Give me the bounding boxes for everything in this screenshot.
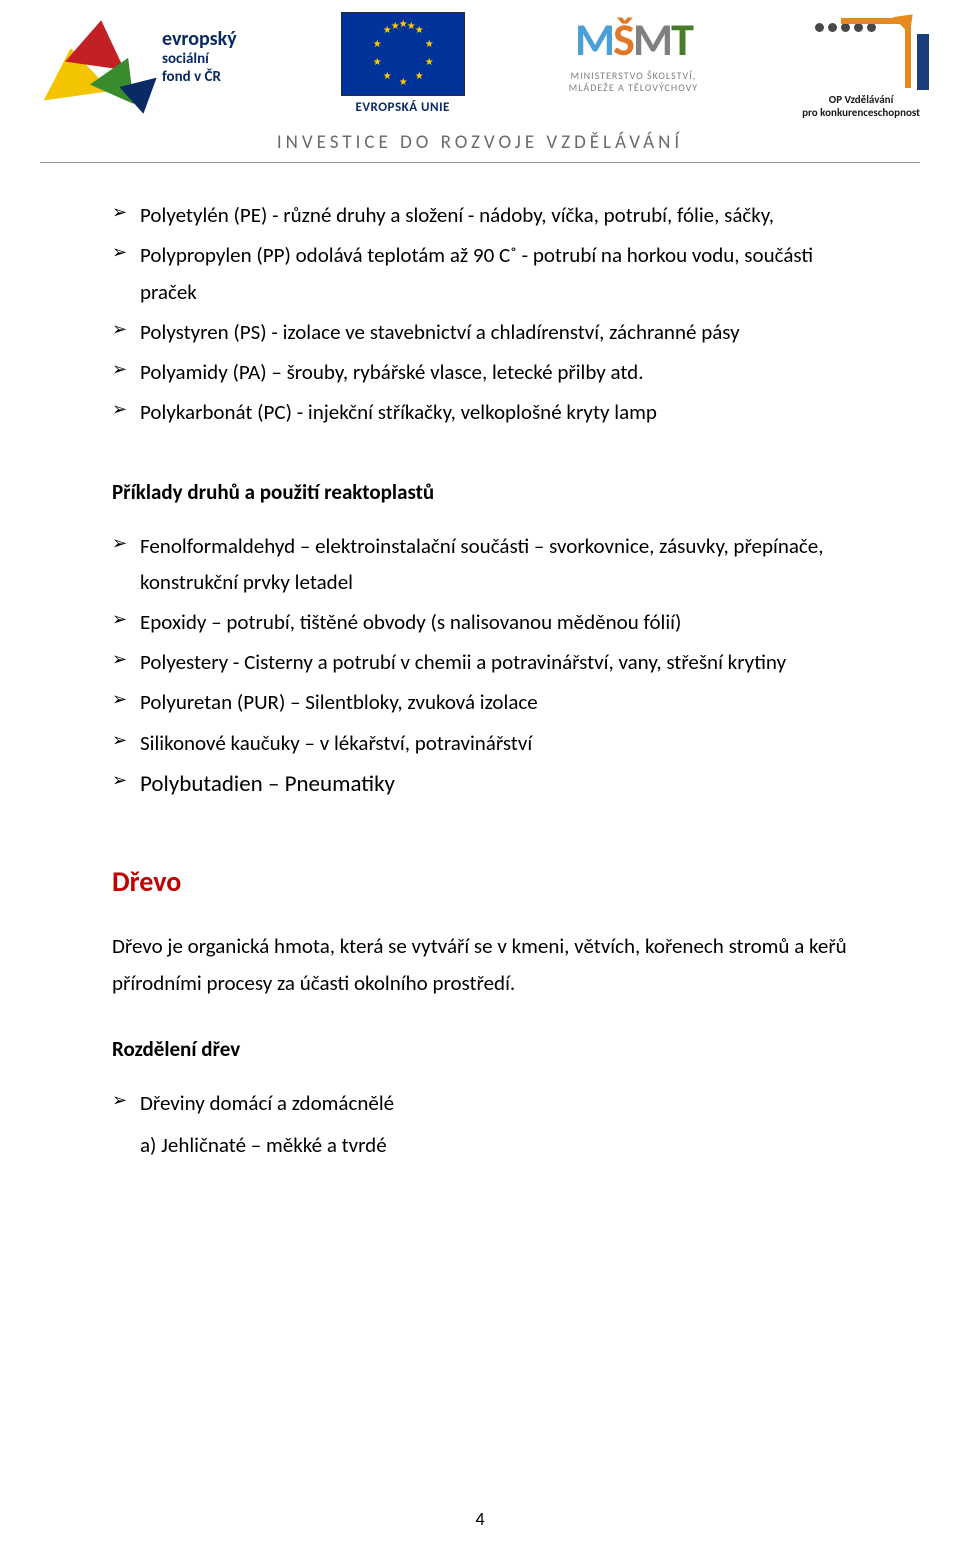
- wood-heading: Dřevo: [112, 858, 848, 906]
- list-item-text: Polykarbonát (PC) - injekční stříkačky, …: [140, 399, 657, 425]
- invest-line: INVESTICE DO ROZVOJE VZDĚLÁVÁNÍ: [40, 131, 920, 154]
- header-logos: evropský sociální fond v ČR ★ ★ ★ ★ ★ ★: [0, 0, 960, 162]
- msmt-logo-icon: MŠMT: [575, 12, 692, 68]
- msmt-logo: MŠMT MINISTERSTVO ŠKOLSTVÍ, MLÁDEŽE A TĚ…: [569, 12, 698, 94]
- page-number: 4: [0, 1508, 960, 1530]
- list-item: Polyestery - Cisterny a potrubí v chemii…: [112, 644, 848, 680]
- list-item-text: Epoxidy – potrubí, tištěné obvody (s nal…: [140, 609, 681, 635]
- list-item-text: Polyamidy (PA) – šrouby, rybářské vlasce…: [140, 359, 644, 385]
- list-item-text: Polypropylen (PP) odolává teplotám až 90…: [140, 242, 813, 304]
- list-item-text: Polyetylén (PE) - různé druhy a složení …: [140, 202, 774, 228]
- opvk-line1: OP Vzdělávání: [802, 94, 920, 107]
- eu-logo: ★ ★ ★ ★ ★ ★ ★ ★ ★ ★ ★ ★ EVROPSKÁ UNIE: [341, 12, 465, 115]
- list-item: Polypropylen (PP) odolává teplotám až 90…: [112, 237, 848, 309]
- esf-arrows-icon: [40, 12, 160, 102]
- list-item-text: Silikonové kaučuky – v lékařství, potrav…: [140, 730, 532, 756]
- list-item: Fenolformaldehyd – elektroinstalační sou…: [112, 528, 848, 600]
- list-item-text: Polyestery - Cisterny a potrubí v chemii…: [140, 649, 786, 675]
- page: evropský sociální fond v ČR ★ ★ ★ ★ ★ ★: [0, 0, 960, 1564]
- esf-line2: sociální: [162, 51, 237, 68]
- opvk-text: OP Vzdělávání pro konkurenceschopnost: [802, 94, 920, 119]
- list-item: Polybutadien – Pneumatiky: [112, 765, 848, 805]
- thermoplastics-list: Polyetylén (PE) - různé druhy a složení …: [112, 197, 848, 430]
- wood-list: Dřeviny domácí a zdomácnělé: [112, 1085, 848, 1121]
- esf-line3: fond v ČR: [162, 69, 237, 86]
- list-item: Polyamidy (PA) – šrouby, rybářské vlasce…: [112, 354, 848, 390]
- list-item-text: Fenolformaldehyd – elektroinstalační sou…: [140, 533, 823, 595]
- esf-text: evropský sociální fond v ČR: [162, 28, 237, 86]
- list-item-text: Polystyren (PS) - izolace ve stavebnictv…: [140, 319, 740, 345]
- wood-sublist-a: a) Jehličnaté – měkké a tvrdé: [140, 1127, 848, 1163]
- list-item: Dřeviny domácí a zdomácnělé: [112, 1085, 848, 1121]
- msmt-sub: MINISTERSTVO ŠKOLSTVÍ, MLÁDEŽE A TĚLOVÝC…: [569, 70, 698, 94]
- list-item: Silikonové kaučuky – v lékařství, potrav…: [112, 725, 848, 761]
- msmt-sub2: MLÁDEŽE A TĚLOVÝCHOVY: [569, 82, 698, 94]
- eu-flag-icon: ★ ★ ★ ★ ★ ★ ★ ★ ★ ★ ★ ★: [341, 12, 465, 96]
- list-item: Polyuretan (PUR) – Silentbloky, zvuková …: [112, 684, 848, 720]
- list-item-text: Dřeviny domácí a zdomácnělé: [140, 1090, 394, 1116]
- list-item: Epoxidy – potrubí, tištěné obvody (s nal…: [112, 604, 848, 640]
- opvk-logo: OP Vzdělávání pro konkurenceschopnost: [802, 12, 920, 119]
- header-divider: [40, 162, 920, 163]
- list-item: Polystyren (PS) - izolace ve stavebnictv…: [112, 314, 848, 350]
- esf-line1: evropský: [162, 28, 237, 51]
- wood-paragraph: Dřevo je organická hmota, která se vytvá…: [112, 928, 848, 1000]
- wood-subheading: Rozdělení dřev: [112, 1031, 848, 1067]
- logo-row: evropský sociální fond v ČR ★ ★ ★ ★ ★ ★: [40, 12, 920, 119]
- opvk-line2: pro konkurenceschopnost: [802, 107, 920, 120]
- reaktoplasty-list: Fenolformaldehyd – elektroinstalační sou…: [112, 528, 848, 804]
- eu-label: EVROPSKÁ UNIE: [356, 100, 450, 115]
- reaktoplasty-heading: Příklady druhů a použití reaktoplastů: [112, 474, 848, 510]
- list-item: Polykarbonát (PC) - injekční stříkačky, …: [112, 394, 848, 430]
- content: Polyetylén (PE) - různé druhy a složení …: [0, 169, 960, 1163]
- esf-logo: evropský sociální fond v ČR: [40, 12, 237, 102]
- list-item-text: Polyuretan (PUR) – Silentbloky, zvuková …: [140, 689, 538, 715]
- opvk-icon: [807, 12, 915, 90]
- list-item: Polyetylén (PE) - různé druhy a složení …: [112, 197, 848, 233]
- list-item-text: Polybutadien – Pneumatiky: [140, 770, 395, 798]
